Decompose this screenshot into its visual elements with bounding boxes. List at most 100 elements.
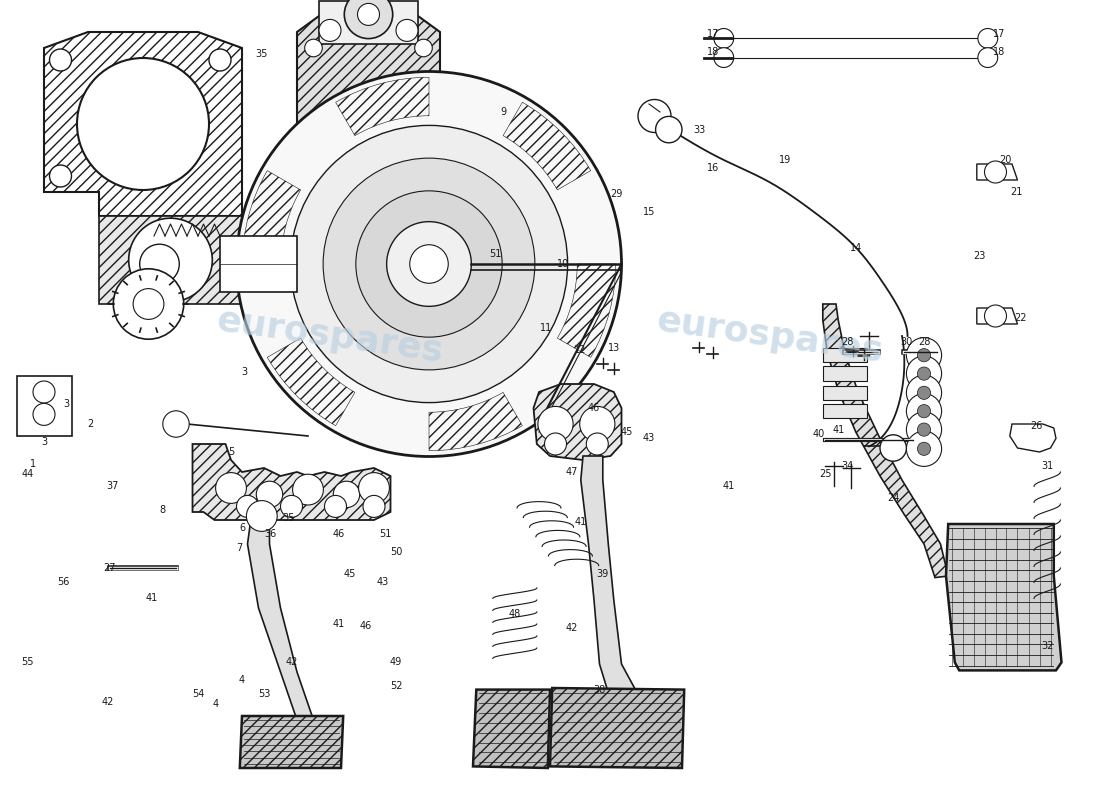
Polygon shape bbox=[550, 688, 684, 768]
Text: 56: 56 bbox=[57, 578, 70, 587]
Circle shape bbox=[323, 158, 535, 370]
Circle shape bbox=[714, 29, 734, 48]
Circle shape bbox=[129, 218, 212, 302]
Text: 18: 18 bbox=[992, 47, 1005, 57]
Text: 27: 27 bbox=[103, 563, 117, 573]
Text: 11: 11 bbox=[539, 323, 552, 333]
Text: 16: 16 bbox=[706, 163, 719, 173]
Text: 1: 1 bbox=[30, 459, 36, 469]
Text: 41: 41 bbox=[722, 482, 735, 491]
Text: 45: 45 bbox=[343, 570, 356, 579]
Polygon shape bbox=[240, 716, 343, 768]
Polygon shape bbox=[946, 524, 1062, 670]
Text: 37: 37 bbox=[106, 482, 119, 491]
Text: 33: 33 bbox=[693, 125, 706, 134]
Circle shape bbox=[246, 501, 277, 531]
Circle shape bbox=[356, 191, 502, 337]
Circle shape bbox=[33, 381, 55, 403]
Text: 41: 41 bbox=[832, 426, 845, 435]
Circle shape bbox=[906, 431, 942, 466]
Text: 36: 36 bbox=[264, 530, 277, 539]
Polygon shape bbox=[823, 304, 948, 578]
Circle shape bbox=[638, 99, 671, 133]
Polygon shape bbox=[1010, 424, 1056, 452]
Text: 17: 17 bbox=[706, 29, 719, 38]
Text: 47: 47 bbox=[565, 467, 579, 477]
Text: eurospares: eurospares bbox=[654, 303, 886, 369]
Polygon shape bbox=[823, 404, 867, 418]
Circle shape bbox=[544, 433, 566, 455]
Polygon shape bbox=[823, 348, 867, 362]
Text: 32: 32 bbox=[1041, 642, 1054, 651]
Text: 12: 12 bbox=[573, 346, 586, 355]
Circle shape bbox=[917, 349, 931, 362]
Circle shape bbox=[333, 481, 360, 507]
Text: 5: 5 bbox=[228, 447, 234, 457]
Text: 53: 53 bbox=[257, 690, 271, 699]
Text: 41: 41 bbox=[145, 594, 158, 603]
Text: 21: 21 bbox=[1010, 187, 1023, 197]
Text: 26: 26 bbox=[1030, 421, 1043, 430]
Text: 15: 15 bbox=[642, 207, 656, 217]
Text: 31: 31 bbox=[1041, 461, 1054, 470]
Circle shape bbox=[906, 394, 942, 429]
Circle shape bbox=[236, 495, 258, 518]
Text: 49: 49 bbox=[389, 658, 403, 667]
Circle shape bbox=[324, 495, 346, 518]
Text: 24: 24 bbox=[887, 493, 900, 502]
Polygon shape bbox=[192, 444, 390, 520]
Circle shape bbox=[906, 375, 942, 410]
Circle shape bbox=[216, 473, 246, 503]
Text: 17: 17 bbox=[992, 29, 1005, 38]
Text: 19: 19 bbox=[779, 155, 792, 165]
Text: 7: 7 bbox=[236, 543, 243, 553]
Text: 39: 39 bbox=[596, 570, 609, 579]
Text: 42: 42 bbox=[285, 658, 298, 667]
Text: 50: 50 bbox=[389, 547, 403, 557]
Circle shape bbox=[917, 367, 931, 380]
Circle shape bbox=[580, 406, 615, 442]
Circle shape bbox=[387, 222, 472, 306]
Text: 10: 10 bbox=[557, 259, 570, 269]
Text: 22: 22 bbox=[1014, 314, 1027, 323]
Polygon shape bbox=[823, 366, 867, 381]
Text: 35: 35 bbox=[282, 514, 295, 523]
Circle shape bbox=[917, 423, 931, 436]
Text: 40: 40 bbox=[812, 429, 825, 438]
Circle shape bbox=[415, 39, 432, 57]
Circle shape bbox=[906, 356, 942, 391]
Circle shape bbox=[50, 165, 72, 187]
Text: 4: 4 bbox=[239, 675, 245, 685]
Text: 41: 41 bbox=[574, 517, 587, 526]
Text: 42: 42 bbox=[101, 698, 114, 707]
Text: 45: 45 bbox=[620, 427, 634, 437]
Text: 46: 46 bbox=[587, 403, 601, 413]
Circle shape bbox=[133, 289, 164, 319]
Circle shape bbox=[917, 386, 931, 399]
Circle shape bbox=[50, 49, 72, 71]
Circle shape bbox=[656, 116, 682, 143]
Circle shape bbox=[33, 403, 55, 426]
Polygon shape bbox=[16, 376, 72, 436]
Circle shape bbox=[359, 473, 389, 503]
Polygon shape bbox=[977, 164, 1018, 180]
Circle shape bbox=[906, 412, 942, 447]
Text: 55: 55 bbox=[21, 658, 34, 667]
Text: 51: 51 bbox=[378, 530, 392, 539]
Circle shape bbox=[77, 58, 209, 190]
Polygon shape bbox=[319, 1, 418, 44]
Text: 29: 29 bbox=[609, 189, 623, 198]
Text: 3: 3 bbox=[41, 438, 47, 447]
Circle shape bbox=[163, 411, 189, 437]
Text: 3: 3 bbox=[63, 399, 69, 409]
Circle shape bbox=[906, 338, 942, 373]
Circle shape bbox=[880, 435, 906, 461]
Text: 6: 6 bbox=[239, 523, 245, 533]
Circle shape bbox=[396, 19, 418, 42]
Circle shape bbox=[319, 19, 341, 42]
Polygon shape bbox=[297, 16, 440, 176]
Text: 43: 43 bbox=[376, 578, 389, 587]
Circle shape bbox=[409, 245, 449, 283]
Text: 46: 46 bbox=[332, 530, 345, 539]
Polygon shape bbox=[977, 308, 1018, 324]
